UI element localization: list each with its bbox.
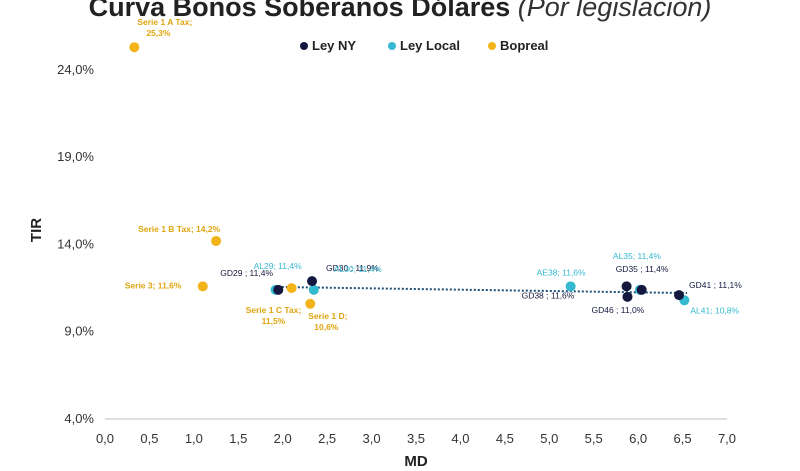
x-tick-label: 0,5 — [140, 431, 158, 446]
y-tick-label: 14,0% — [57, 236, 94, 251]
data-point — [307, 276, 318, 287]
data-point — [308, 284, 319, 295]
data-point — [674, 290, 685, 301]
data-label: Serie 1 D; — [308, 311, 347, 321]
data-label: AE38; 11,6% — [537, 267, 586, 277]
data-label: 10,6% — [314, 322, 339, 332]
x-tick-label: 1,5 — [229, 431, 247, 446]
data-label: 25,3% — [146, 28, 171, 38]
x-tick-label: 6,0 — [629, 431, 647, 446]
x-tick-label: 2,0 — [274, 431, 292, 446]
y-axis-title: TIR — [28, 218, 45, 242]
data-label: GD35 ; 11,4% — [616, 264, 669, 274]
data-label: Serie 1 C Tax; — [246, 305, 302, 315]
data-point — [621, 281, 632, 292]
legend-label: Ley NY — [312, 38, 356, 53]
data-label: 11,5% — [262, 316, 286, 326]
legend-label: Bopreal — [500, 38, 548, 53]
x-tick-label: 6,5 — [674, 431, 692, 446]
data-label: GD41 ; 11,1% — [689, 280, 742, 290]
data-label: Serie 1 B Tax; 14,2% — [138, 224, 220, 234]
data-point — [636, 284, 647, 295]
data-label: Serie 3; 11,6% — [125, 280, 182, 290]
data-label: GD46 ; 11,0% — [591, 305, 644, 315]
x-tick-label: 7,0 — [718, 431, 736, 446]
x-tick-label: 4,5 — [496, 431, 514, 446]
x-tick-label: 4,0 — [451, 431, 469, 446]
chart-title-main: Curva Bonos Soberanos Dólares — [88, 0, 511, 22]
data-point — [305, 298, 316, 309]
chart-title-sub: (Por legislación) — [517, 0, 712, 22]
chart-title: Curva Bonos Soberanos Dólares (Por legis… — [0, 0, 800, 23]
data-label: GD29 ; 11,4% — [220, 268, 273, 278]
x-tick-label: 3,5 — [407, 431, 425, 446]
data-point — [622, 291, 633, 302]
data-point — [565, 281, 576, 292]
x-axis-title: MD — [404, 453, 427, 470]
data-label: AL30; 11,4% — [334, 264, 382, 274]
data-label: Serie 1 A Tax; — [137, 17, 192, 27]
data-label: GD38 ; 11,6% — [522, 290, 575, 300]
legend-label: Ley Local — [400, 38, 460, 53]
x-tick-label: 5,5 — [585, 431, 603, 446]
data-label: AL29; 11,4% — [254, 261, 302, 271]
x-tick-label: 1,0 — [185, 431, 203, 446]
y-tick-label: 9,0% — [64, 324, 94, 339]
data-label: GD30 ; 11,9% — [326, 263, 379, 273]
data-point — [197, 281, 208, 292]
data-point — [211, 235, 222, 246]
data-label: AL41; 10,8% — [690, 305, 739, 315]
x-tick-label: 5,0 — [540, 431, 558, 446]
data-point — [286, 283, 297, 294]
data-point — [273, 284, 284, 295]
y-tick-label: 19,0% — [57, 149, 94, 164]
trend-line — [273, 285, 688, 295]
legend-marker — [388, 42, 396, 50]
y-tick-label: 24,0% — [57, 62, 94, 77]
x-tick-label: 3,0 — [363, 431, 381, 446]
x-tick-label: 0,0 — [96, 431, 114, 446]
legend-marker — [300, 42, 308, 50]
data-label: AL35; 11,4% — [613, 251, 661, 261]
x-tick-label: 2,5 — [318, 431, 336, 446]
legend-marker — [488, 42, 496, 50]
data-point — [129, 42, 140, 53]
y-tick-label: 4,0% — [64, 411, 94, 426]
